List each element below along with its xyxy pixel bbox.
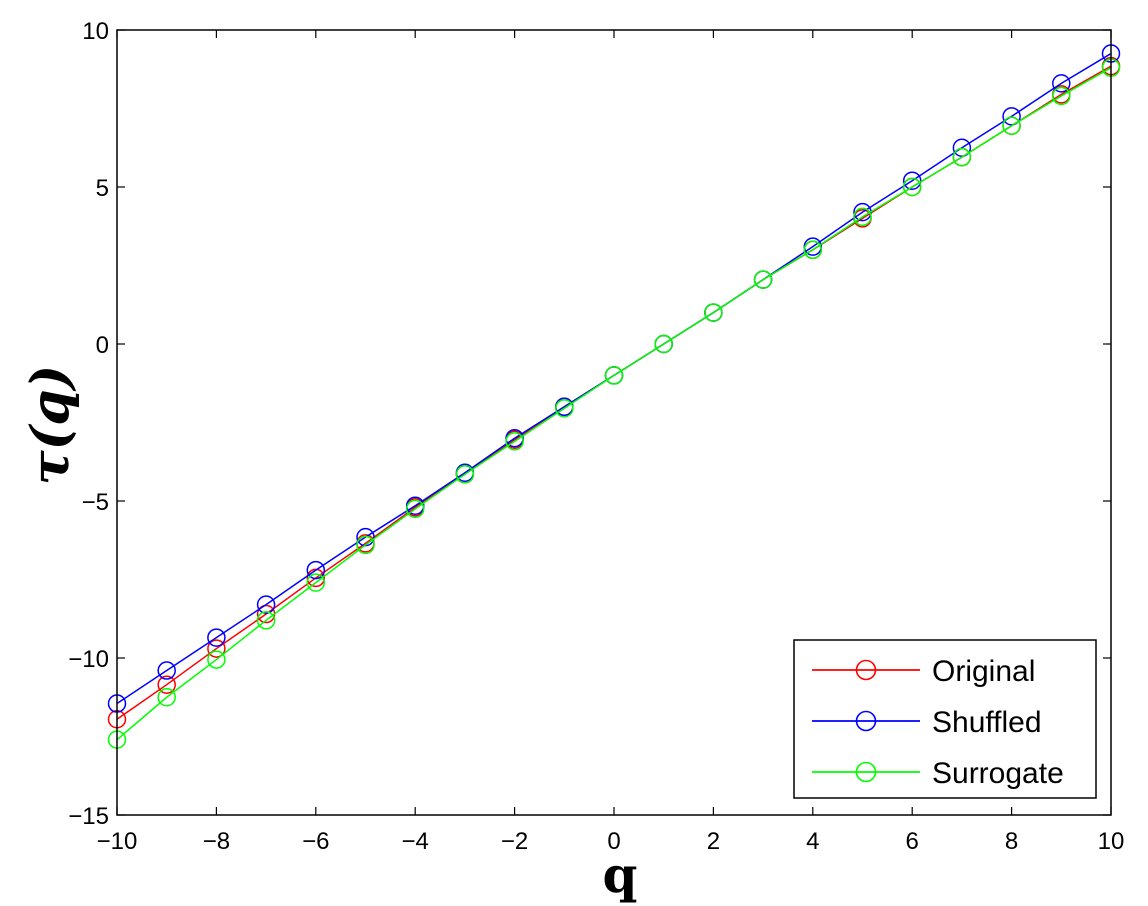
- series-line-surrogate: [116, 67, 1112, 741]
- data-point-surrogate: [256, 611, 276, 630]
- y-tick-label: −5: [82, 489, 109, 516]
- legend-item-original: Original: [812, 655, 1035, 688]
- data-point-shuffled: [902, 171, 922, 190]
- series-shuffled: [107, 44, 1121, 713]
- data-point-shuffled: [1052, 74, 1071, 93]
- x-tick-label: 8: [1005, 828, 1018, 855]
- data-point-surrogate: [902, 177, 922, 197]
- x-tick-label: 10: [1098, 828, 1125, 855]
- data-point-original: [207, 639, 226, 658]
- legend-item-shuffled: Shuffled: [812, 706, 1042, 739]
- y-tick-label: −15: [68, 803, 109, 830]
- data-point-surrogate: [604, 366, 624, 385]
- data-point-surrogate: [356, 535, 375, 555]
- data-point-surrogate: [704, 303, 723, 322]
- y-tick-label: 0: [96, 332, 109, 359]
- data-point-shuffled: [1002, 107, 1021, 126]
- x-tick-label: −10: [97, 828, 138, 855]
- x-tick-label: 0: [607, 828, 620, 855]
- data-point-original: [157, 675, 176, 694]
- data-point-surrogate: [1002, 116, 1021, 136]
- legend-item-surrogate: Surrogate: [812, 757, 1064, 790]
- data-point-surrogate: [157, 688, 176, 707]
- data-point-surrogate: [455, 465, 475, 484]
- y-tick-label: −10: [68, 646, 109, 673]
- data-point-surrogate: [803, 240, 823, 260]
- data-point-surrogate: [952, 147, 972, 167]
- x-tick-label: 6: [906, 828, 919, 855]
- x-axis-title: q: [603, 845, 638, 904]
- x-tick-label: −4: [402, 828, 429, 855]
- y-tick-label: 5: [96, 175, 109, 202]
- legend-swatch-marker: [855, 710, 877, 732]
- legend-label: Shuffled: [932, 706, 1042, 739]
- y-tick-label: 10: [82, 18, 109, 45]
- data-point-shuffled: [256, 595, 276, 614]
- data-point-shuffled: [306, 560, 326, 580]
- data-point-surrogate: [853, 207, 872, 227]
- data-point-surrogate: [306, 573, 326, 592]
- data-point-shuffled: [157, 661, 176, 680]
- x-tick-label: −6: [302, 828, 329, 855]
- data-point-surrogate: [753, 270, 773, 289]
- data-point-surrogate: [207, 650, 226, 669]
- legend-swatch-marker: [855, 659, 877, 681]
- data-point-surrogate: [505, 432, 524, 451]
- y-axis-title: τ(q): [20, 365, 81, 486]
- data-point-shuffled: [207, 628, 226, 647]
- data-point-surrogate: [405, 499, 425, 519]
- data-point-shuffled: [952, 138, 972, 157]
- x-tick-label: −2: [501, 828, 528, 855]
- legend-swatch-marker: [855, 761, 877, 783]
- legend-entries: Original Shuffled Surrogate: [812, 655, 1064, 790]
- x-tick-label: 2: [707, 828, 720, 855]
- x-tick-label: 4: [806, 828, 819, 855]
- data-point-surrogate: [1052, 86, 1071, 106]
- data-point-surrogate: [654, 334, 673, 354]
- legend-label: Original: [932, 655, 1035, 688]
- legend: Original Shuffled Surrogate: [793, 639, 1097, 799]
- x-tick-label: −8: [203, 828, 230, 855]
- legend-label: Surrogate: [932, 757, 1064, 790]
- data-point-surrogate: [555, 399, 574, 418]
